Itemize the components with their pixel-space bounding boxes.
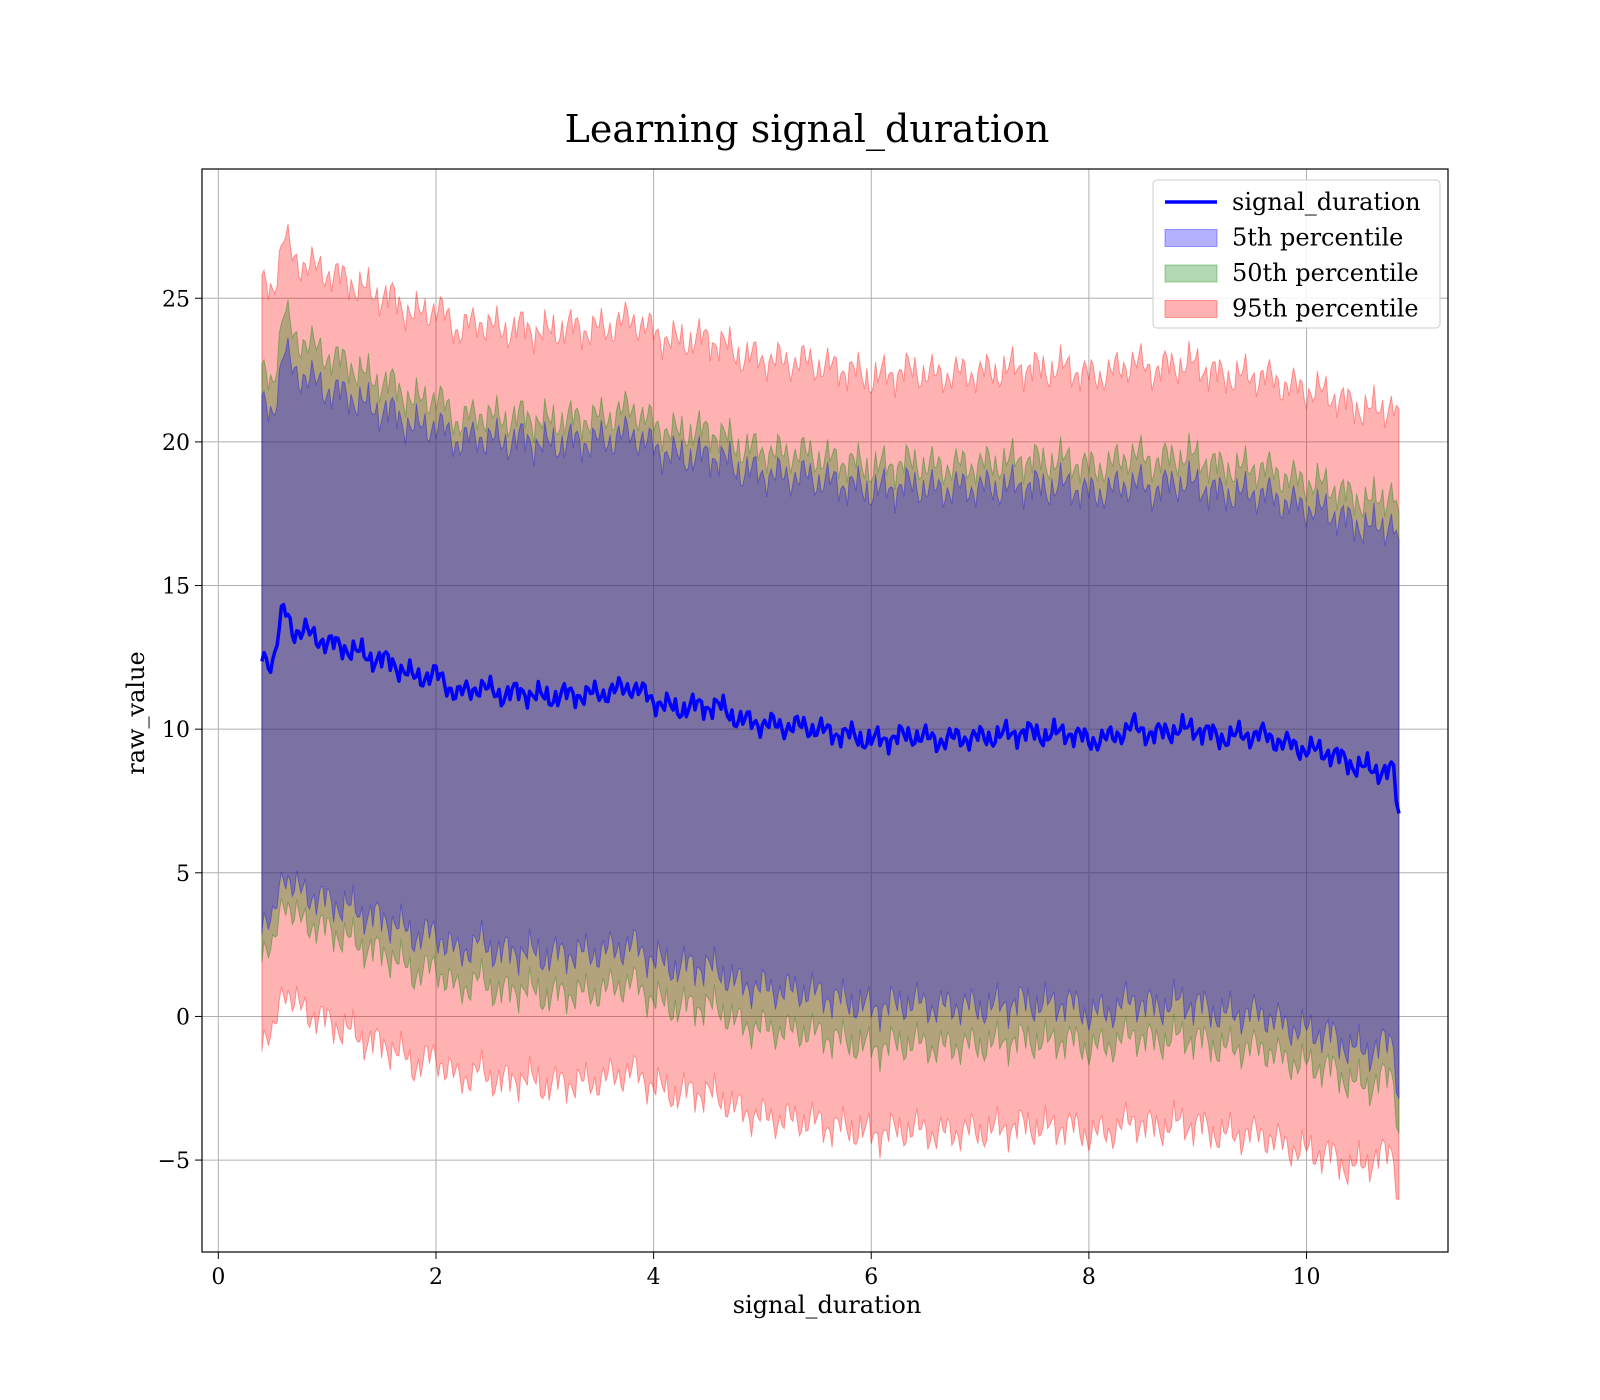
chart-title: Learning signal_duration bbox=[565, 107, 1050, 152]
x-tick-label: 0 bbox=[211, 1265, 225, 1290]
x-axis: 0 2 4 6 8 10 bbox=[211, 1252, 1321, 1290]
legend-label: 50th percentile bbox=[1232, 259, 1419, 287]
x-tick-label: 10 bbox=[1293, 1265, 1321, 1290]
legend-patch-swatch bbox=[1164, 229, 1218, 247]
x-tick-label: 2 bbox=[429, 1265, 443, 1290]
x-tick-label: 8 bbox=[1082, 1265, 1096, 1290]
y-tick-label: 5 bbox=[176, 862, 190, 887]
legend-box bbox=[1152, 179, 1441, 329]
mean-line-layer bbox=[260, 602, 1401, 814]
x-tick-label: 4 bbox=[647, 1265, 661, 1290]
y-tick-label: 20 bbox=[162, 431, 190, 456]
y-tick-label: 15 bbox=[162, 575, 190, 600]
y-axis-label: raw_value bbox=[122, 651, 150, 775]
plot-frame bbox=[201, 168, 1449, 1253]
y-tick-label: −5 bbox=[158, 1149, 190, 1174]
x-tick-label: 6 bbox=[864, 1265, 878, 1290]
band-5th-percentile bbox=[261, 337, 1400, 1100]
legend-patch-swatch bbox=[1164, 300, 1218, 318]
legend-patch-swatch bbox=[1164, 264, 1218, 283]
y-tick-label: 25 bbox=[162, 287, 190, 312]
legend-label: 95th percentile bbox=[1232, 295, 1419, 323]
plot-area bbox=[201, 168, 1449, 1253]
legend-label: signal_duration bbox=[1232, 188, 1421, 216]
percentile-bands bbox=[261, 223, 1400, 1201]
y-tick-label: 10 bbox=[162, 718, 190, 743]
y-tick-label: 0 bbox=[176, 1005, 190, 1030]
x-axis-label: signal_duration bbox=[733, 1291, 922, 1319]
y-axis: −5 0 5 10 15 20 25 bbox=[158, 287, 202, 1174]
mean-line bbox=[260, 602, 1401, 814]
legend: signal_duration 5th percentile 50th percen… bbox=[1152, 179, 1441, 329]
legend-label: 5th percentile bbox=[1232, 224, 1403, 252]
band-50th-percentile bbox=[261, 299, 1400, 1134]
band-95th-percentile bbox=[261, 223, 1400, 1201]
